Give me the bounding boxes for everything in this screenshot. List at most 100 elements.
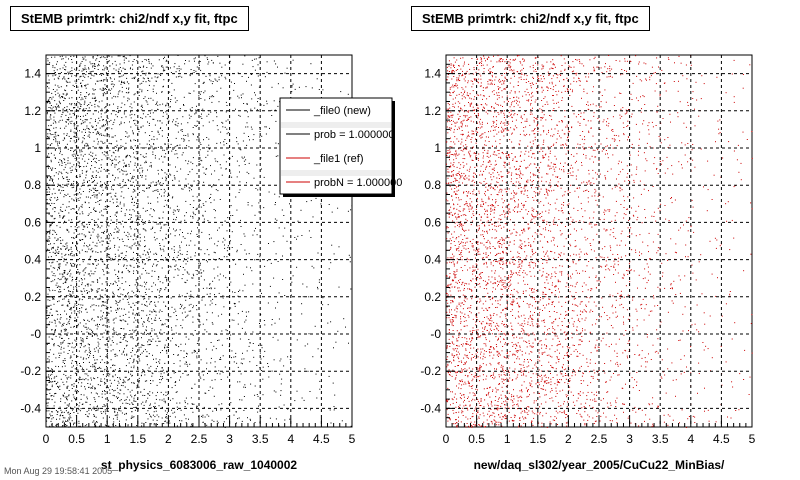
data-point <box>46 176 48 178</box>
data-point <box>296 339 298 341</box>
data-point <box>63 215 64 217</box>
data-point <box>176 402 178 404</box>
data-point <box>232 291 233 293</box>
data-point <box>90 284 92 286</box>
data-point <box>76 364 78 366</box>
data-point <box>78 163 80 165</box>
data-point <box>84 268 86 270</box>
data-point <box>79 239 81 241</box>
data-point <box>68 290 70 292</box>
data-point <box>133 270 135 272</box>
data-point <box>61 190 63 192</box>
data-point <box>87 283 88 285</box>
data-point <box>149 144 150 146</box>
data-point <box>84 102 86 104</box>
data-point <box>84 145 86 147</box>
data-point <box>131 178 133 180</box>
data-point <box>94 129 96 131</box>
data-point <box>136 236 138 238</box>
data-point <box>83 288 85 290</box>
data-point <box>125 131 127 133</box>
data-point <box>201 299 203 301</box>
data-point <box>222 241 224 243</box>
data-point <box>108 235 110 237</box>
data-point <box>101 244 103 246</box>
data-point <box>204 55 206 57</box>
data-point <box>146 305 148 307</box>
data-point <box>252 139 254 141</box>
data-point <box>149 413 150 415</box>
data-point <box>61 325 63 327</box>
data-point <box>190 397 192 399</box>
data-point <box>62 211 64 212</box>
data-point <box>170 143 172 145</box>
data-point <box>105 77 107 79</box>
data-point <box>81 170 83 172</box>
data-point <box>107 298 109 300</box>
data-point <box>282 279 284 280</box>
data-point <box>72 84 74 86</box>
data-point <box>152 118 154 120</box>
data-point <box>116 387 118 389</box>
data-point <box>87 379 89 381</box>
data-point <box>90 151 92 153</box>
data-point <box>156 253 158 255</box>
data-point <box>73 164 75 166</box>
data-point <box>83 245 85 247</box>
data-point <box>132 175 134 177</box>
data-point <box>50 105 52 106</box>
data-point <box>79 151 81 153</box>
data-point <box>92 250 94 252</box>
data-point <box>165 305 166 307</box>
data-point <box>448 104 450 106</box>
data-point <box>251 74 253 75</box>
data-point <box>167 159 169 161</box>
data-point <box>165 350 167 352</box>
data-point <box>79 402 81 404</box>
data-point <box>120 320 122 322</box>
data-point <box>99 80 101 82</box>
data-point <box>199 142 201 144</box>
data-point <box>103 73 105 75</box>
data-point <box>307 370 309 372</box>
data-point <box>158 59 160 61</box>
data-point <box>109 77 111 79</box>
data-point <box>196 236 198 237</box>
data-point <box>56 239 58 241</box>
data-point <box>67 81 69 83</box>
data-point <box>121 191 123 193</box>
data-point <box>137 257 139 259</box>
data-point <box>130 156 132 158</box>
data-point <box>192 411 194 413</box>
data-point <box>82 182 84 184</box>
data-point <box>62 186 64 188</box>
data-point <box>69 270 70 272</box>
data-point <box>55 127 57 129</box>
data-point <box>61 162 63 164</box>
data-point <box>75 160 77 162</box>
data-point <box>105 398 107 400</box>
data-point <box>153 143 154 145</box>
data-point <box>271 370 273 372</box>
data-point <box>197 294 199 296</box>
data-point <box>66 143 68 145</box>
data-point <box>63 298 65 300</box>
data-point <box>66 378 68 380</box>
data-point <box>65 146 67 148</box>
data-point <box>51 169 53 171</box>
data-point <box>126 87 127 89</box>
data-point <box>166 258 168 260</box>
data-point <box>82 68 84 70</box>
data-point <box>224 247 226 249</box>
data-point <box>115 256 117 258</box>
data-point <box>166 113 168 115</box>
data-point <box>136 425 138 426</box>
data-point <box>76 216 78 217</box>
data-point <box>105 376 107 378</box>
data-point <box>91 409 92 411</box>
data-point <box>55 357 57 359</box>
data-point <box>162 183 164 185</box>
data-point <box>74 75 76 76</box>
data-point <box>296 390 298 392</box>
data-point <box>142 253 144 255</box>
